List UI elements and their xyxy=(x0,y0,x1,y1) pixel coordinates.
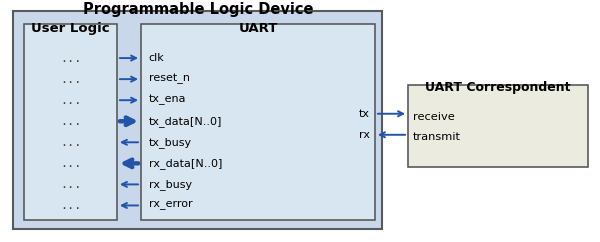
Text: Programmable Logic Device: Programmable Logic Device xyxy=(83,2,313,17)
Text: ...: ... xyxy=(60,115,82,128)
Bar xyxy=(408,85,588,167)
Bar xyxy=(13,11,382,229)
Text: UART Correspondent: UART Correspondent xyxy=(425,81,571,94)
Bar xyxy=(141,24,375,220)
Text: UART: UART xyxy=(238,22,278,35)
Text: ...: ... xyxy=(60,157,82,170)
Text: ...: ... xyxy=(60,73,82,86)
Text: tx: tx xyxy=(359,109,370,119)
Text: ...: ... xyxy=(60,52,82,65)
Text: rx_data[N..0]: rx_data[N..0] xyxy=(149,158,222,169)
Text: rx: rx xyxy=(359,130,370,140)
Bar xyxy=(24,24,117,220)
Text: clk: clk xyxy=(149,53,164,63)
Text: ...: ... xyxy=(60,178,82,191)
Text: ...: ... xyxy=(60,199,82,212)
Text: rx_busy: rx_busy xyxy=(149,179,192,190)
Text: ...: ... xyxy=(60,136,82,149)
Text: tx_ena: tx_ena xyxy=(149,95,187,106)
Text: tx_busy: tx_busy xyxy=(149,137,192,148)
Text: transmit: transmit xyxy=(413,132,461,142)
Text: receive: receive xyxy=(413,112,455,122)
Text: rx_error: rx_error xyxy=(149,200,193,211)
Text: ...: ... xyxy=(60,94,82,107)
Text: User Logic: User Logic xyxy=(31,22,110,35)
Text: tx_data[N..0]: tx_data[N..0] xyxy=(149,116,222,127)
Text: reset_n: reset_n xyxy=(149,74,190,84)
